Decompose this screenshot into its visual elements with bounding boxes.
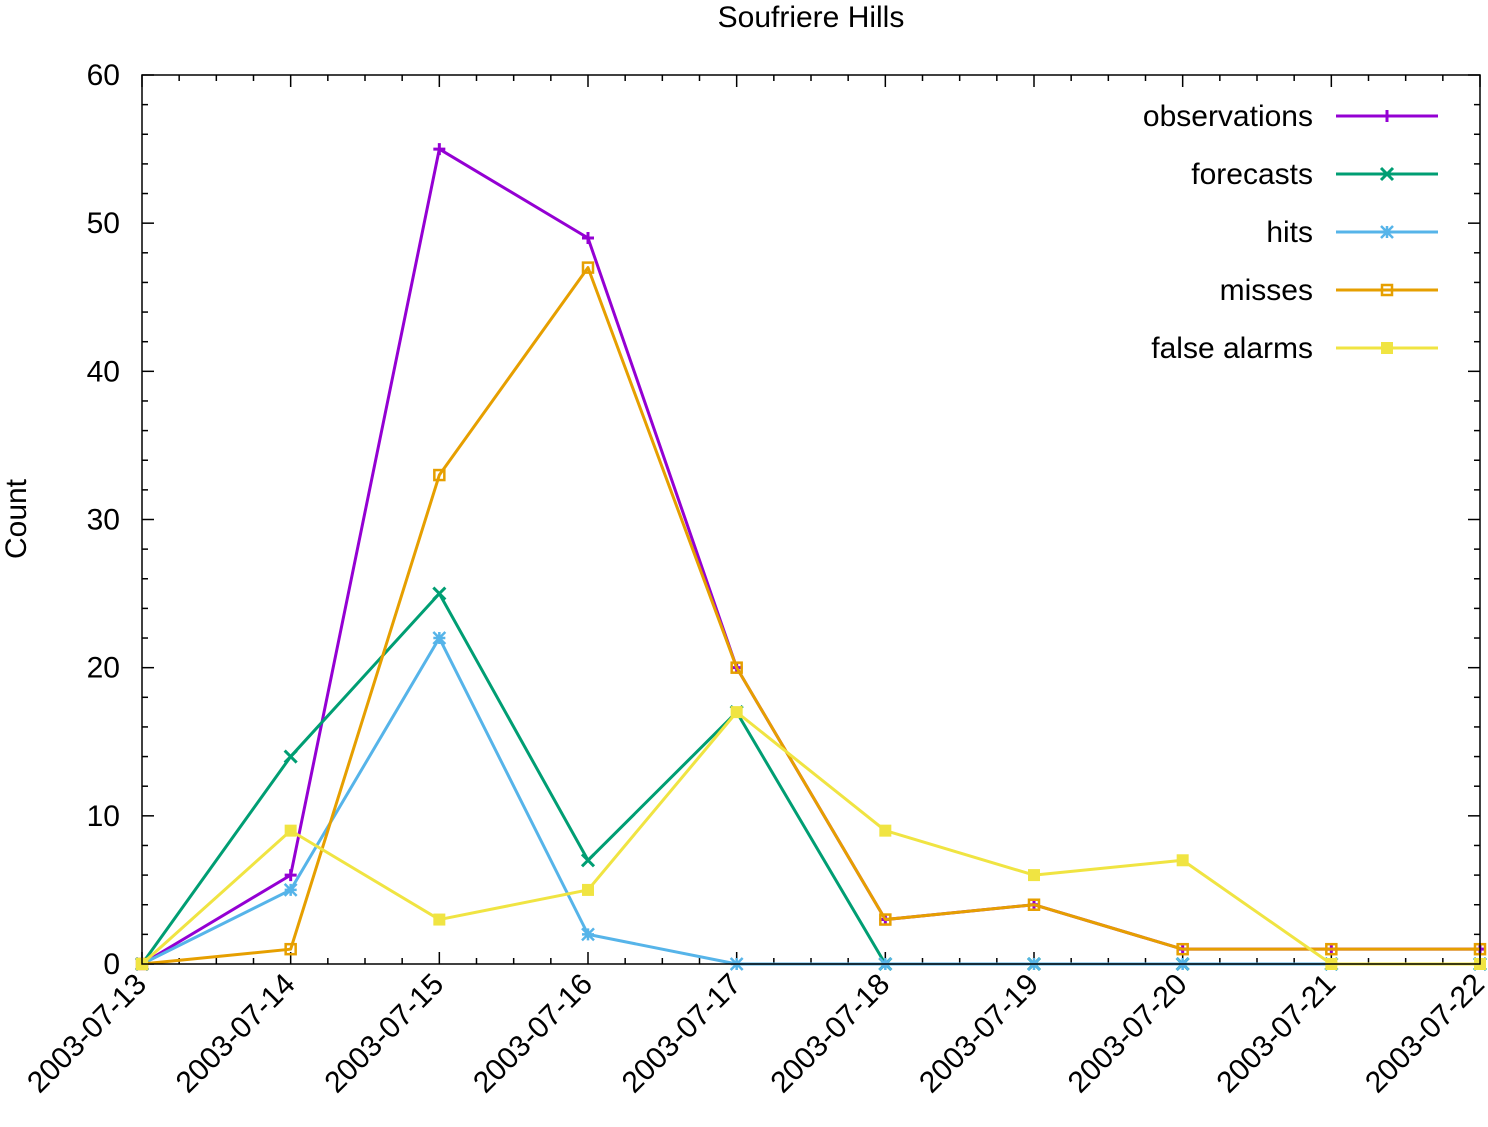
x-tick-label: 2003-07-14 (170, 968, 302, 1100)
y-axis-label: Count (0, 478, 33, 559)
data-point (283, 749, 298, 764)
legend-label: forecasts (1191, 158, 1313, 191)
data-point (879, 824, 892, 837)
x-tick-label: 2003-07-21 (1210, 968, 1342, 1100)
legend-entry: misses (1220, 274, 1438, 307)
data-point (879, 913, 892, 926)
legend-label: false alarms (1151, 332, 1313, 365)
x-tick-label: 2003-07-19 (913, 968, 1045, 1100)
data-point (433, 143, 446, 156)
data-point (1176, 942, 1189, 956)
data-point (581, 261, 595, 274)
series-line (141, 147, 1480, 966)
data-point (1379, 166, 1395, 182)
legend-label: observations (1143, 100, 1313, 133)
data-point (433, 913, 446, 926)
legend-label: hits (1266, 216, 1313, 249)
x-tick-label: 2003-07-13 (21, 968, 153, 1100)
y-tick-label: 0 (103, 948, 120, 981)
series-line (141, 636, 1480, 966)
series-line (140, 710, 1480, 966)
legend-entry: forecasts (1191, 158, 1438, 191)
data-point (1381, 342, 1393, 354)
data-point (1380, 225, 1394, 239)
legend-label: misses (1220, 274, 1313, 307)
x-tick-label: 2003-07-18 (764, 968, 896, 1100)
data-point (284, 824, 297, 837)
data-point (1381, 110, 1393, 122)
data-point (432, 586, 447, 601)
data-point (433, 468, 446, 482)
data-point (730, 706, 743, 719)
data-point (284, 942, 297, 956)
series-layer (134, 143, 1488, 972)
data-point (284, 869, 297, 882)
data-point (432, 631, 447, 645)
series-line (141, 266, 1480, 966)
data-point (582, 883, 594, 896)
legend-entry: observations (1143, 100, 1438, 133)
data-point (581, 927, 595, 942)
series-misses (135, 261, 1487, 971)
legend-entry: hits (1266, 216, 1438, 249)
x-tick-label: 2003-07-22 (1359, 968, 1488, 1100)
y-tick-label: 30 (87, 504, 120, 537)
data-point (1380, 283, 1394, 297)
legend: observations forecasts hits misses false ala… (1143, 100, 1438, 365)
legend-entry: false alarms (1151, 332, 1438, 365)
chart-title: Soufriere Hills (718, 1, 905, 34)
data-point (730, 661, 743, 674)
data-point (580, 853, 596, 868)
y-tick-label: 60 (87, 59, 120, 92)
data-point (1176, 854, 1189, 867)
x-tick-label: 2003-07-20 (1062, 968, 1194, 1100)
x-tick-label: 2003-07-17 (616, 968, 748, 1100)
plot-frame (141, 74, 1481, 965)
y-tick-label: 50 (87, 207, 120, 240)
series-observations (136, 143, 1486, 970)
data-point (1028, 869, 1040, 882)
y-tick-label: 10 (87, 800, 120, 833)
y-tick-label: 20 (87, 652, 120, 685)
data-point (582, 231, 594, 244)
x-tick-label: 2003-07-16 (467, 968, 599, 1100)
data-point (283, 883, 298, 897)
x-tick-label: 2003-07-15 (318, 968, 450, 1100)
data-point (1027, 898, 1041, 911)
data-point (1325, 942, 1338, 956)
y-tick-label: 40 (87, 355, 120, 388)
